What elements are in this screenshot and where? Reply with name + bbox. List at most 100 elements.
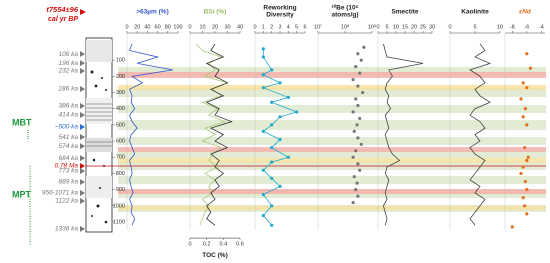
age-label: 773 ka: [58, 168, 78, 175]
data-point: [270, 204, 274, 208]
age-label: 1336 ka: [55, 226, 79, 233]
data-point: [525, 123, 529, 127]
data-point: [361, 90, 365, 95]
band: [118, 147, 546, 152]
data-point: [510, 225, 514, 229]
data-point: [519, 171, 523, 176]
data-point: [261, 192, 265, 197]
age-marker: [80, 225, 85, 232]
data-point: [351, 77, 355, 82]
x-tick-label: 80: [165, 24, 171, 30]
data-point: [523, 107, 527, 111]
data-point: [270, 100, 274, 104]
age-label: 232 ka: [57, 68, 78, 75]
data-point: [523, 145, 527, 150]
data-point: [354, 97, 358, 101]
age-label: 196 ka: [58, 60, 78, 67]
data-point: [352, 175, 356, 179]
x-tick-label: 10: [393, 24, 399, 30]
x-tick-label: 5: [385, 24, 388, 30]
date-unit: cal yr BP: [48, 16, 78, 23]
x-tick-label: 25: [420, 24, 426, 30]
x-tick-label: 100: [173, 24, 182, 30]
age-label: 414 ka: [58, 112, 78, 119]
data-point: [362, 45, 366, 49]
x-tick-label: 20: [134, 24, 140, 30]
mbt-label: MBT: [12, 117, 32, 127]
data-point: [354, 65, 358, 69]
age-label: 386 ka: [58, 103, 78, 110]
age-marker: [80, 197, 85, 204]
x-tick-label: 5: [473, 24, 476, 30]
data-point: [521, 165, 525, 169]
data-point: [521, 196, 525, 200]
x-tick-label: 10⁹: [368, 23, 376, 30]
band: [118, 158, 546, 163]
band: [118, 137, 546, 145]
data-point: [358, 71, 362, 75]
x-tick-label: 20: [411, 24, 417, 30]
data-point: [270, 68, 274, 72]
panel-title: atoms/g): [331, 12, 358, 19]
data-point: [278, 137, 282, 142]
data-point: [523, 179, 527, 184]
data-point: [286, 95, 290, 99]
panel-title: BSi (%): [204, 9, 227, 16]
data-point: [270, 160, 274, 164]
age-marker: [80, 162, 85, 169]
data-point: [359, 58, 363, 62]
x-tick-label: 10: [199, 24, 205, 30]
panel-title: ¹⁰Be (10⁶: [331, 4, 358, 12]
data-point: [352, 129, 356, 133]
data-point: [521, 81, 525, 85]
data-point: [270, 123, 274, 127]
data-point: [355, 181, 359, 185]
age-marker: [80, 112, 85, 119]
data-point: [261, 168, 265, 172]
x-tick-label: 20: [212, 24, 218, 30]
bands: [118, 66, 546, 212]
profile-line: [195, 43, 229, 226]
x-tick-label: 60: [155, 24, 161, 30]
x-tick-label: 0: [376, 24, 379, 30]
band: [118, 71, 546, 78]
x-tick-label: 0: [125, 24, 128, 30]
band: [118, 149, 546, 159]
x-tick-label: 0: [188, 24, 191, 30]
x-tick-label: 0.2: [203, 242, 211, 248]
panel-title: >63µm (%): [136, 9, 168, 16]
data-point: [359, 142, 363, 146]
data-point: [525, 188, 529, 192]
x-tick-label: 40: [144, 24, 150, 30]
x-tick-label: 5: [295, 24, 298, 30]
age-marker: [80, 85, 85, 92]
data-point: [270, 145, 274, 150]
data-point: [354, 149, 358, 153]
x-tick-label: 0: [253, 24, 256, 30]
depth-tick-label: 800: [116, 171, 125, 177]
data-point: [278, 115, 282, 119]
band: [118, 88, 546, 98]
profile-line: [129, 43, 173, 226]
age-marker: [80, 51, 85, 58]
age-marker: [80, 155, 85, 162]
age-marker: [80, 134, 85, 141]
data-point: [525, 212, 529, 216]
x-tick-label: 30: [429, 24, 435, 30]
panel-title: TOC (%): [202, 252, 228, 259]
age-label: ~500 ka: [55, 124, 79, 131]
age-label: 574 ka: [58, 143, 78, 150]
x-tick-label: 0: [188, 242, 191, 248]
age-marker: [80, 168, 85, 175]
data-point: [351, 155, 355, 159]
panel-title: Smectite: [391, 9, 418, 16]
age-label: 106 ka: [58, 51, 78, 58]
data-point: [519, 97, 523, 101]
panel-title: Diversity: [266, 12, 294, 19]
depth-tick-label: 200: [116, 74, 125, 80]
data-point: [261, 213, 265, 218]
band: [118, 205, 546, 211]
data-point: [521, 115, 525, 119]
band: [118, 176, 546, 184]
